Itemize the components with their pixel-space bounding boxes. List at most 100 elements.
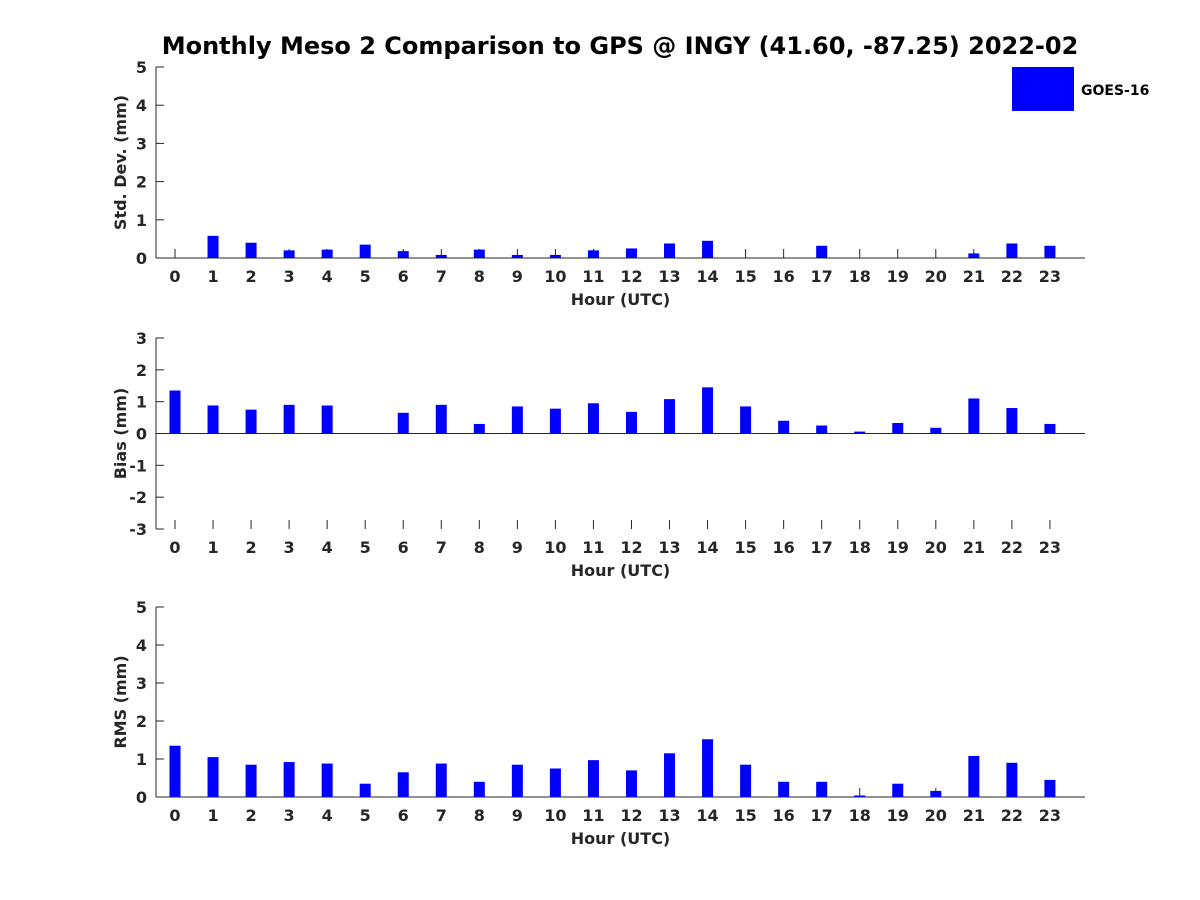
std-dev-x-tick-label: 9 [512, 267, 523, 286]
rms-y-tick-label: 2 [136, 712, 147, 731]
rms-bar-hour-4 [321, 763, 333, 797]
rms-bar-hour-20 [930, 790, 942, 797]
std-dev-x-tick-label: 4 [322, 267, 333, 286]
bias-bar-hour-22 [1006, 408, 1018, 434]
std-dev-x-tick-label: 2 [246, 267, 257, 286]
rms-y-label: RMS (mm) [111, 655, 130, 748]
bias-y-tick-label: 2 [136, 361, 147, 380]
rms-bar-hour-3 [283, 762, 295, 797]
bias-x-tick-label: 10 [544, 538, 566, 557]
rms-x-tick-label: 14 [696, 806, 718, 825]
bias-x-tick-label: 11 [582, 538, 604, 557]
std-dev-bar-hour-3 [283, 250, 295, 258]
legend-label: GOES-16 [1081, 83, 1149, 99]
bias-x-tick-label: 2 [246, 538, 257, 557]
std-dev-y-label: Std. Dev. (mm) [111, 95, 130, 230]
rms-bar-hour-22 [1006, 762, 1018, 797]
bias-y-tick-label: -3 [129, 520, 147, 539]
bias-bar-hour-1 [207, 405, 219, 434]
bias-bar-hour-2 [245, 409, 257, 434]
rms-bar-hour-10 [549, 768, 561, 797]
rms-x-label: Hour (UTC) [571, 829, 671, 848]
std-dev-x-tick-label: 14 [696, 267, 718, 286]
bias-y-label: Bias (mm) [111, 388, 130, 480]
std-dev-bar-hour-17 [816, 245, 828, 258]
bias-y-tick-label: 0 [136, 425, 147, 444]
bias-bar-hour-0 [169, 390, 181, 434]
std-dev-x-tick-label: 20 [925, 267, 947, 286]
std-dev-y-tick-label: 4 [136, 96, 147, 115]
rms-bar-hour-16 [778, 781, 790, 797]
rms-x-tick-label: 8 [474, 806, 485, 825]
bias-bar-hour-3 [283, 404, 295, 434]
bias-bar-hour-14 [702, 387, 714, 434]
std-dev-x-label: Hour (UTC) [571, 290, 671, 309]
bias-x-tick-label: 5 [360, 538, 371, 557]
std-dev-bar-hour-4 [321, 249, 333, 258]
std-dev-x-tick-label: 13 [658, 267, 680, 286]
rms-x-tick-label: 5 [360, 806, 371, 825]
rms-x-tick-label: 2 [246, 806, 257, 825]
rms-bar-hour-9 [511, 764, 523, 797]
std-dev-x-tick-label: 22 [1001, 267, 1023, 286]
std-dev-bar-hour-6 [397, 251, 409, 258]
bias-x-tick-label: 7 [436, 538, 447, 557]
bias-bar-hour-8 [473, 423, 485, 434]
rms-bar-hour-12 [625, 770, 637, 797]
std-dev-x-tick-label: 19 [887, 267, 909, 286]
rms-y-tick-label: 0 [136, 788, 147, 807]
std-dev-bar-hour-11 [587, 250, 599, 258]
rms-x-tick-label: 16 [773, 806, 795, 825]
std-dev-bar-hour-13 [664, 243, 676, 258]
figure-title: Monthly Meso 2 Comparison to GPS @ INGY … [162, 32, 1079, 60]
rms-x-tick-label: 7 [436, 806, 447, 825]
rms-x-tick-label: 12 [620, 806, 642, 825]
bias-x-tick-label: 16 [773, 538, 795, 557]
bias-bar-hour-17 [816, 425, 828, 434]
std-dev-x-tick-label: 12 [620, 267, 642, 286]
rms-bar-hour-13 [664, 753, 676, 797]
bias-x-tick-label: 6 [398, 538, 409, 557]
bias-x-tick-label: 4 [322, 538, 333, 557]
std-dev-bar-hour-21 [968, 253, 980, 258]
rms-x-tick-label: 13 [658, 806, 680, 825]
rms-bar-hour-0 [169, 745, 181, 797]
rms-x-tick-label: 23 [1039, 806, 1061, 825]
bias-bar-hour-10 [549, 408, 561, 434]
bias-bar-hour-18 [854, 431, 866, 434]
bias-x-tick-label: 17 [811, 538, 833, 557]
bias-x-tick-label: 8 [474, 538, 485, 557]
std-dev-bar-hour-8 [473, 249, 485, 258]
rms-bar-hour-11 [587, 760, 599, 797]
bias-bar-hour-11 [587, 403, 599, 434]
bias-x-tick-label: 13 [658, 538, 680, 557]
rms-bar-hour-7 [435, 763, 447, 797]
bias-bar-hour-9 [511, 406, 523, 434]
bias-x-tick-label: 22 [1001, 538, 1023, 557]
rms-x-tick-label: 1 [207, 806, 218, 825]
bias-bar-hour-15 [740, 406, 752, 434]
std-dev-bar-hour-7 [435, 254, 447, 258]
rms-x-tick-label: 21 [963, 806, 985, 825]
bias-x-tick-label: 20 [925, 538, 947, 557]
rms-bar-hour-18 [854, 795, 866, 797]
bias-bar-hour-21 [968, 398, 980, 434]
std-dev-y-tick-label: 0 [136, 249, 147, 268]
rms-bar-hour-23 [1044, 779, 1056, 797]
legend-swatch [1012, 67, 1074, 111]
std-dev-bar-hour-14 [702, 240, 714, 258]
bias-bar-hour-20 [930, 427, 942, 434]
std-dev-x-tick-label: 10 [544, 267, 566, 286]
bias-bar-hour-7 [435, 404, 447, 434]
std-dev-bar-hour-23 [1044, 245, 1056, 258]
rms-x-tick-label: 17 [811, 806, 833, 825]
rms-bar-hour-14 [702, 739, 714, 797]
std-dev-x-tick-label: 15 [734, 267, 756, 286]
bias-bar-hour-6 [397, 412, 409, 434]
bias-bar-hour-23 [1044, 423, 1056, 434]
rms-x-tick-label: 15 [734, 806, 756, 825]
bias-x-tick-label: 19 [887, 538, 909, 557]
